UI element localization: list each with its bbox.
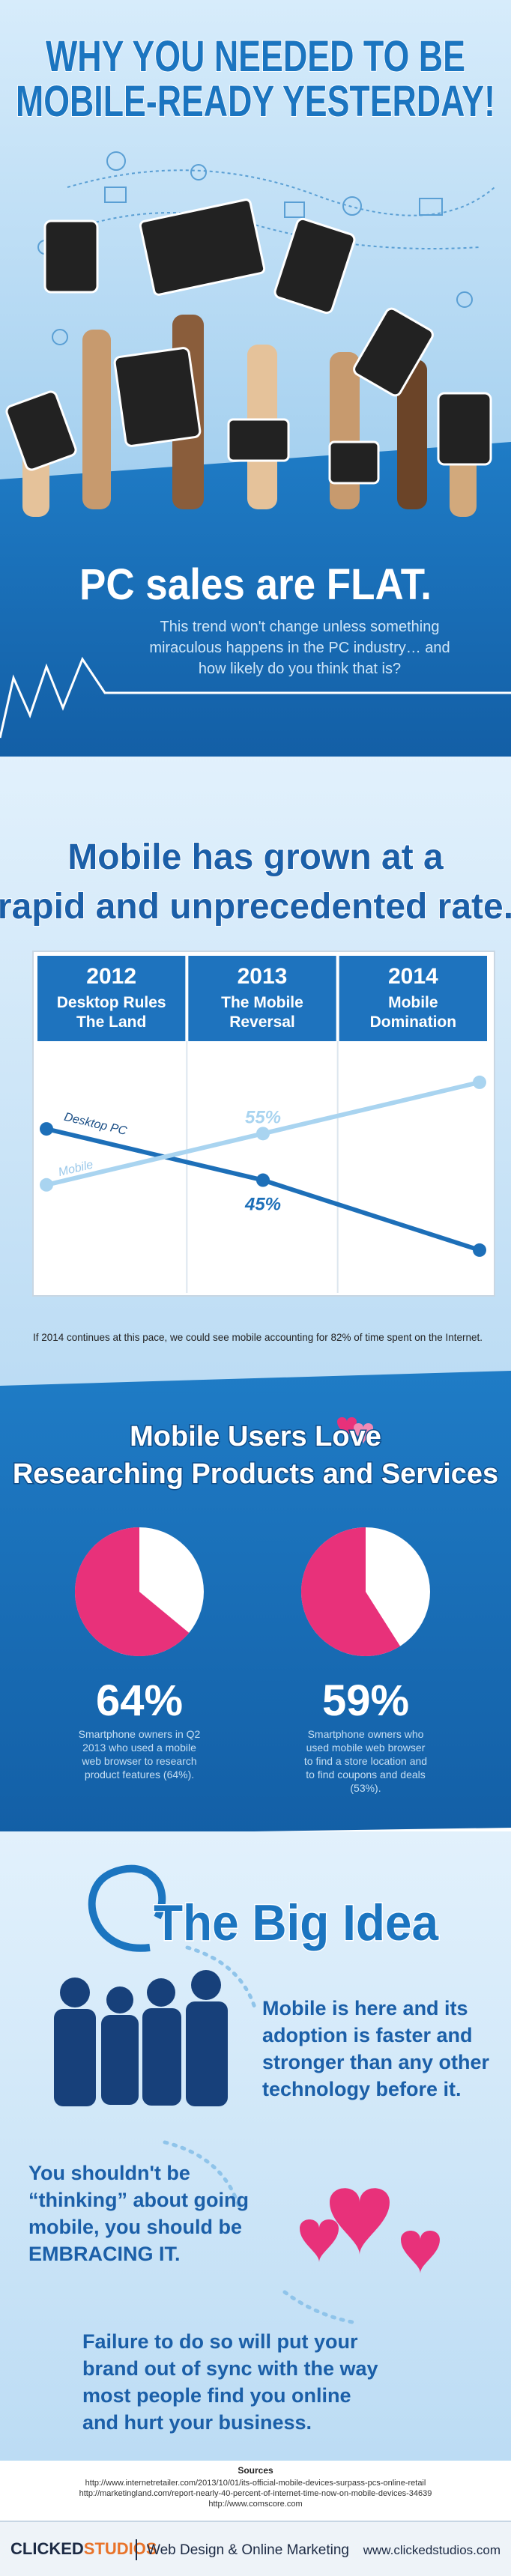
section-title: Researching Products and Services	[13, 1458, 498, 1490]
source-line: http://marketingland.com/report-nearly-4…	[79, 2489, 432, 2498]
idea-text: “thinking” about going	[28, 2189, 249, 2211]
pie-slice	[74, 1527, 190, 1657]
column-header	[339, 956, 487, 1041]
sources-title: Sources	[238, 2465, 273, 2476]
pie-value: 59%	[322, 1676, 409, 1725]
illustration	[37, 151, 495, 345]
category-subtitle: Mobile	[388, 994, 438, 1011]
point	[40, 1178, 53, 1192]
caption: to find coupons and deals	[306, 1769, 426, 1781]
body-text: This trend won't change unless something	[160, 619, 440, 635]
brand-part: CLICKED	[10, 2539, 84, 2558]
section-title: Mobile has grown at a	[67, 837, 444, 877]
pie-slice	[301, 1527, 401, 1656]
column-header	[37, 956, 186, 1041]
idea-text: brand out of sync with the way	[82, 2357, 378, 2380]
title: MOBILE-READY YESTERDAY!	[16, 77, 495, 126]
caption: used mobile web browser	[306, 1742, 426, 1754]
section-title: Mobile Users Love	[130, 1421, 381, 1452]
category-subtitle: Desktop Rules	[57, 994, 166, 1011]
footer-bg	[0, 2521, 511, 2576]
body-text: miraculous happens in the PC industry… a…	[149, 640, 450, 656]
category-label: 2012	[86, 964, 136, 989]
section-bg	[0, 1371, 511, 1835]
point	[256, 1173, 270, 1187]
idea-text: EMBRACING IT.	[28, 2243, 181, 2265]
idea-text: most people find you online	[82, 2384, 351, 2407]
point	[473, 1075, 486, 1089]
brand: CLICKEDSTUDIOS	[10, 2539, 157, 2558]
section-title: PC sales are FLAT.	[79, 560, 432, 609]
idea-text: technology before it.	[262, 2078, 462, 2100]
brand-part: STUDIOS	[84, 2539, 157, 2558]
idea-text: stronger than any other	[262, 2051, 490, 2073]
column-header	[188, 956, 336, 1041]
point	[40, 1122, 53, 1136]
category-subtitle: The Mobile	[221, 994, 303, 1011]
idea-text: mobile, you should be	[28, 2216, 242, 2238]
source-line: http://www.internetretailer.com/2013/10/…	[85, 2479, 426, 2488]
hands	[5, 198, 492, 517]
section-bg	[0, 442, 511, 757]
caption: web browser to research	[81, 1755, 196, 1767]
silhouettes	[54, 1970, 228, 2106]
hearts	[300, 1417, 440, 2273]
zigzag	[0, 656, 511, 739]
point	[256, 1127, 270, 1141]
source-line: http://www.comscore.com	[208, 2500, 302, 2509]
caption: Smartphone owners who	[308, 1728, 424, 1740]
tagline: Web Design & Online Marketing	[147, 2542, 349, 2558]
section-bg	[0, 1831, 511, 2461]
category-subtitle: Reversal	[229, 1013, 295, 1031]
caption: Smartphone owners in Q2	[79, 1728, 201, 1740]
idea-text: adoption is faster and	[262, 2024, 473, 2046]
value-label: 55%	[245, 1107, 281, 1127]
note: If 2014 continues at this pace, we could…	[33, 1331, 483, 1343]
idea-text: You shouldn't be	[28, 2162, 190, 2184]
idea-text: Mobile is here and its	[262, 1997, 468, 2019]
bubble-swirl	[88, 1864, 166, 1952]
idea-text: Failure to do so will put your	[82, 2330, 358, 2353]
section-title: The Big Idea	[154, 1894, 439, 1951]
caption: to find a store location and	[304, 1755, 427, 1767]
point	[473, 1243, 486, 1257]
value-label: 45%	[244, 1195, 281, 1215]
section-title: rapid and unprecedented rate.	[0, 887, 511, 927]
body-text: how likely do you think that is?	[199, 661, 401, 677]
sources-bg	[0, 2461, 511, 2521]
idea-text: and hurt your business.	[82, 2411, 312, 2434]
category-label: 2013	[238, 964, 288, 989]
caption: (53%).	[350, 1782, 381, 1794]
pie-value: 64%	[96, 1676, 183, 1725]
dots	[163, 1945, 354, 2324]
title: WHY YOU NEEDED TO BE	[46, 32, 465, 81]
category-subtitle: The Land	[76, 1013, 146, 1031]
caption: product features (64%).	[85, 1769, 194, 1781]
caption: 2013 who used a mobile	[82, 1742, 196, 1754]
footer-url: www.clickedstudios.com	[363, 2543, 501, 2557]
category-subtitle: Domination	[370, 1013, 457, 1031]
category-label: 2014	[388, 964, 438, 989]
